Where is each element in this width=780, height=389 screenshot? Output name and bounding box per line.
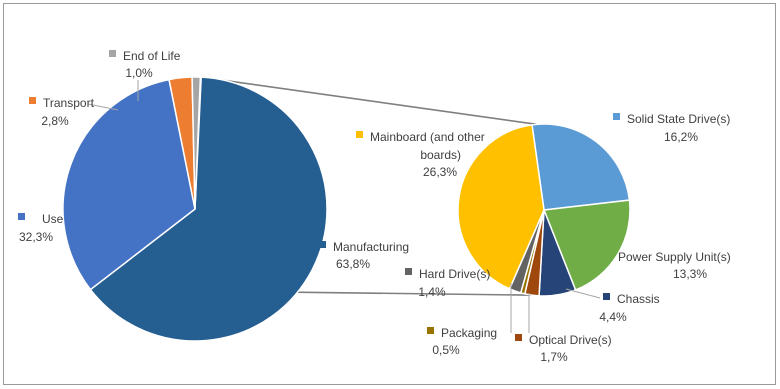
slice-value-hard-drive-s: 1,4%	[418, 285, 446, 299]
label-chassis: Chassis 4,4%	[565, 288, 660, 324]
legend-key-transport	[29, 97, 36, 104]
legend-key-mainboard-and-other-boards	[356, 131, 363, 138]
slice-value-end-of-life: 1,0%	[125, 66, 153, 80]
slice-value-solid-state-drive-s: 16,2%	[664, 130, 698, 144]
label-use: Use 32,3%	[18, 212, 64, 244]
label-hard-drive-s: Hard Drive(s) 1,4%	[405, 267, 490, 299]
label-transport: Transport 2,8%	[29, 96, 119, 128]
slice-name-use: Use	[42, 212, 64, 226]
legend-key-packaging	[427, 327, 434, 334]
slice-name-optical-drive-s: Optical Drive(s)	[529, 333, 612, 347]
slice-value-chassis: 4,4%	[599, 310, 627, 324]
slice-value-transport: 2,8%	[41, 114, 69, 128]
slice-value-use: 32,3%	[19, 230, 53, 244]
legend-key-use	[18, 213, 25, 220]
label-end-of-life: End of Life 1,0%	[109, 49, 181, 101]
main-slice-manufacturing	[89, 76, 328, 342]
slice-name-mainboard-and-other-boards-1: Mainboard (and other	[370, 130, 485, 144]
slice-name-transport: Transport	[43, 96, 95, 110]
slice-value-power-supply-unit-s: 13,3%	[673, 267, 707, 281]
slice-name-manufacturing: Manufacturing	[333, 240, 409, 254]
slice-value-optical-drive-s: 1,7%	[540, 350, 568, 364]
main-slice-use	[62, 78, 196, 291]
label-packaging: Packaging 0,5%	[427, 283, 512, 357]
legend-key-end-of-life	[109, 50, 116, 57]
connector-line-top	[201, 76, 537, 126]
slice-value-manufacturing: 63,8%	[336, 257, 370, 271]
slice-name-chassis: Chassis	[617, 292, 660, 306]
legend-key-power-supply-unit-s	[604, 251, 611, 258]
label-mainboard-and-other-boards: Mainboard (and other boards) 26,3%	[356, 130, 485, 179]
slice-value-packaging: 0,5%	[432, 343, 460, 357]
legend-key-manufacturing	[319, 241, 326, 248]
data-labels: End of Life 1,0% Transport 2,8% Use 32,3% Manu…	[18, 49, 731, 364]
legend-key-chassis	[603, 293, 610, 300]
slice-value-mainboard-and-other-boards: 26,3%	[423, 165, 457, 179]
secondary-slice-mainboard-and-other-boards	[457, 123, 545, 290]
leader-line-chassis	[565, 288, 601, 299]
main-slice-end-of-life	[191, 76, 202, 210]
secondary-slice-solid-state-drive-s	[531, 123, 631, 211]
secondary-slice-power-supply-unit-s	[542, 199, 631, 291]
slice-name-solid-state-drive-s: Solid State Drive(s)	[627, 112, 730, 126]
label-optical-drive-s: Optical Drive(s) 1,7%	[515, 293, 612, 364]
slice-name-power-supply-unit-s: Power Supply Unit(s)	[618, 250, 731, 264]
slice-name-packaging: Packaging	[441, 326, 497, 340]
label-power-supply-unit-s: Power Supply Unit(s) 13,3%	[604, 250, 731, 281]
main-pie	[62, 76, 328, 342]
leader-line-transport	[87, 103, 119, 111]
label-solid-state-drive-s: Solid State Drive(s) 16,2%	[613, 112, 730, 144]
legend-key-optical-drive-s	[515, 334, 522, 341]
slice-name-mainboard-and-other-boards-2: boards)	[420, 148, 461, 162]
slice-name-end-of-life: End of Life	[123, 49, 181, 63]
label-manufacturing: Manufacturing 63,8%	[319, 240, 409, 271]
secondary-pie	[457, 123, 631, 297]
slice-name-hard-drive-s: Hard Drive(s)	[419, 267, 490, 281]
legend-key-solid-state-drive-s	[613, 113, 620, 120]
legend-key-hard-drive-s	[405, 268, 412, 275]
